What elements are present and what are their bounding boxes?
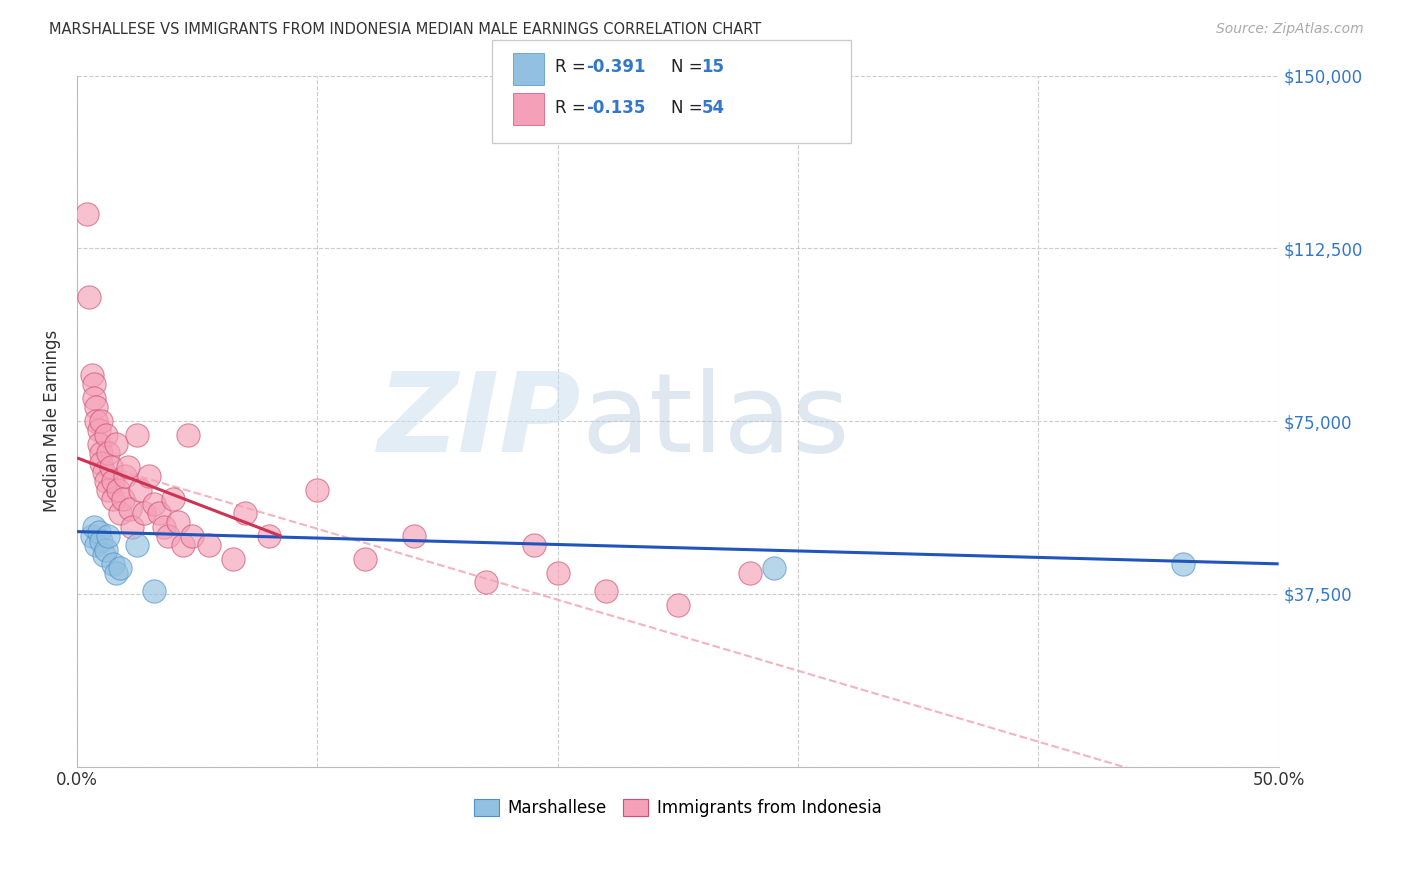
- Point: [738, 566, 761, 580]
- Point: [666, 599, 689, 613]
- Point: [114, 469, 136, 483]
- Point: [110, 561, 132, 575]
- Point: [80, 368, 103, 382]
- Text: -0.391: -0.391: [586, 58, 645, 76]
- Point: [87, 437, 110, 451]
- Point: [595, 584, 617, 599]
- Point: [354, 552, 377, 566]
- Point: [222, 552, 245, 566]
- Point: [198, 538, 221, 552]
- Point: [86, 414, 108, 428]
- Point: [523, 538, 546, 552]
- Point: [118, 501, 141, 516]
- Point: [162, 492, 184, 507]
- Point: [97, 529, 120, 543]
- Point: [94, 474, 117, 488]
- Point: [143, 584, 166, 599]
- Point: [111, 492, 134, 507]
- Point: [167, 516, 190, 530]
- Y-axis label: Median Male Earnings: Median Male Earnings: [44, 330, 60, 512]
- Point: [172, 538, 194, 552]
- Point: [86, 538, 108, 552]
- Text: MARSHALLESE VS IMMIGRANTS FROM INDONESIA MEDIAN MALE EARNINGS CORRELATION CHART: MARSHALLESE VS IMMIGRANTS FROM INDONESIA…: [49, 22, 762, 37]
- Point: [143, 497, 166, 511]
- Point: [87, 423, 110, 437]
- Point: [87, 524, 110, 539]
- Point: [474, 575, 496, 590]
- Point: [100, 460, 122, 475]
- Text: R =: R =: [555, 99, 592, 117]
- Text: -0.135: -0.135: [586, 99, 645, 117]
- Text: N =: N =: [671, 99, 707, 117]
- Text: N =: N =: [671, 58, 707, 76]
- Point: [93, 465, 115, 479]
- Point: [127, 538, 149, 552]
- Text: atlas: atlas: [582, 368, 851, 475]
- Point: [181, 529, 204, 543]
- Point: [77, 290, 100, 304]
- Text: 15: 15: [702, 58, 724, 76]
- Point: [94, 428, 117, 442]
- Point: [307, 483, 329, 497]
- Point: [121, 520, 143, 534]
- Point: [90, 456, 112, 470]
- Point: [547, 566, 569, 580]
- Point: [104, 566, 127, 580]
- Point: [152, 520, 174, 534]
- Point: [83, 377, 105, 392]
- Text: ZIP: ZIP: [378, 368, 582, 475]
- Point: [101, 474, 124, 488]
- Point: [90, 414, 112, 428]
- Point: [1171, 557, 1194, 571]
- Text: 54: 54: [702, 99, 724, 117]
- Point: [176, 428, 198, 442]
- Text: Source: ZipAtlas.com: Source: ZipAtlas.com: [1216, 22, 1364, 37]
- Point: [134, 506, 156, 520]
- Point: [117, 460, 139, 475]
- Point: [97, 446, 120, 460]
- Point: [233, 506, 256, 520]
- Point: [76, 207, 98, 221]
- Point: [157, 529, 180, 543]
- Text: R =: R =: [555, 58, 592, 76]
- Point: [762, 561, 785, 575]
- Point: [93, 548, 115, 562]
- Point: [148, 506, 170, 520]
- Point: [86, 401, 108, 415]
- Point: [101, 557, 124, 571]
- Legend: Marshallese, Immigrants from Indonesia: Marshallese, Immigrants from Indonesia: [468, 792, 889, 824]
- Point: [97, 483, 120, 497]
- Point: [259, 529, 281, 543]
- Point: [107, 483, 129, 497]
- Point: [101, 492, 124, 507]
- Point: [138, 469, 160, 483]
- Point: [83, 391, 105, 405]
- Point: [110, 506, 132, 520]
- Point: [80, 529, 103, 543]
- Point: [94, 543, 117, 558]
- Point: [128, 483, 150, 497]
- Point: [402, 529, 425, 543]
- Point: [90, 533, 112, 548]
- Point: [104, 437, 127, 451]
- Point: [90, 446, 112, 460]
- Point: [83, 520, 105, 534]
- Point: [127, 428, 149, 442]
